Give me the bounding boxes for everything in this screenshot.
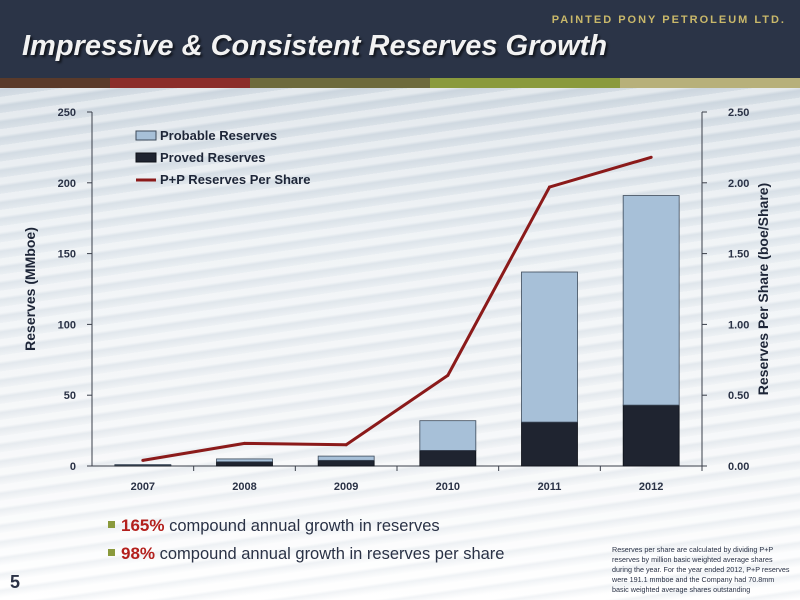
stripe-segment-5 (620, 78, 800, 88)
x-tick-label: 2012 (639, 481, 663, 493)
point-per-share-2008 (243, 441, 246, 445)
legend-label: Proved Reserves (160, 150, 266, 165)
stripe-segment-2 (110, 78, 250, 88)
point-per-share-2009 (344, 443, 348, 447)
point-per-share-2010 (446, 373, 450, 377)
bullet-text: compound annual growth in reserves (164, 517, 440, 535)
legend-label: P+P Reserves Per Share (160, 172, 310, 187)
y-tick-label-left: 250 (58, 107, 76, 119)
page-number: 5 (10, 572, 21, 592)
point-per-share-2007 (141, 458, 145, 462)
y-axis-title-left: Reserves (MMboe) (22, 227, 38, 351)
x-tick-label: 2009 (334, 481, 358, 493)
y-tick-label-right: 1.50 (728, 249, 749, 261)
bar-proved-2011 (521, 421, 578, 467)
bar-proved-2012 (622, 404, 680, 467)
bar-probable-2011 (521, 271, 578, 423)
x-tick-label: 2011 (538, 481, 562, 493)
x-tick-label: 2010 (436, 481, 460, 493)
y-tick-label-right: 2.50 (728, 107, 749, 119)
x-tick-label: 2007 (131, 481, 155, 493)
legend-swatch-probable (135, 130, 157, 141)
slide-header: PAINTED PONY PETROLEUM LTD. Impressive &… (0, 0, 800, 78)
bar-probable-2010 (419, 420, 477, 451)
y-axis-title-right: Reserves Per Share (boe/Share) (755, 183, 771, 395)
bullet-percent: 165% (121, 516, 165, 535)
y-tick-label-left: 150 (58, 249, 76, 261)
bar-proved-2010 (419, 450, 477, 467)
footnote: Reserves per share are calculated by div… (612, 545, 790, 594)
bullet-text: compound annual growth in reserves per s… (155, 545, 505, 563)
bar-proved-2009 (317, 459, 375, 467)
bullet-percent: 98% (121, 544, 156, 563)
bullet-square-icon (108, 521, 115, 528)
bar-probable-2012 (622, 195, 680, 406)
slide-title: Impressive & Consistent Reserves Growth (22, 30, 608, 62)
x-tick-label: 2008 (232, 481, 256, 493)
legend-label: Probable Reserves (160, 128, 277, 143)
bullet-square-icon (108, 549, 115, 556)
bullet-list: 165% compound annual growth in reserves … (108, 516, 504, 572)
y-tick-label-right: 0.00 (728, 461, 749, 473)
reserves-chart: 0 50 100 150 200 250 0.00 0.50 1.00 1.50 2.00 2.50 2… (22, 107, 771, 493)
y-tick-label-left: 0 (70, 461, 76, 473)
bullet-per-share-growth: 98% compound annual growth in reserves p… (108, 544, 504, 564)
legend-swatch-proved (135, 152, 157, 163)
bullet-reserves-growth: 165% compound annual growth in reserves (108, 516, 504, 536)
bar-probable-2007 (114, 464, 172, 466)
y-tick-label-right: 2.00 (728, 178, 749, 190)
y-tick-label-right: 0.50 (728, 390, 749, 402)
y-tick-label-left: 50 (64, 390, 76, 402)
stripe-segment-1 (0, 78, 110, 88)
company-brand: PAINTED PONY PETROLEUM LTD. (551, 14, 786, 26)
bar-probable-2009 (317, 455, 375, 461)
stripe-segment-3 (250, 78, 430, 88)
y-tick-label-right: 1.00 (728, 319, 749, 331)
stripe-segment-4 (430, 78, 620, 88)
y-tick-label-left: 100 (58, 319, 76, 331)
point-per-share-2011 (548, 185, 551, 189)
line-per-share (142, 155, 652, 462)
bar-probable-2008 (216, 458, 273, 463)
y-tick-label-left: 200 (58, 178, 76, 190)
bar-proved-2008 (216, 461, 273, 467)
point-per-share-2012 (649, 155, 653, 159)
